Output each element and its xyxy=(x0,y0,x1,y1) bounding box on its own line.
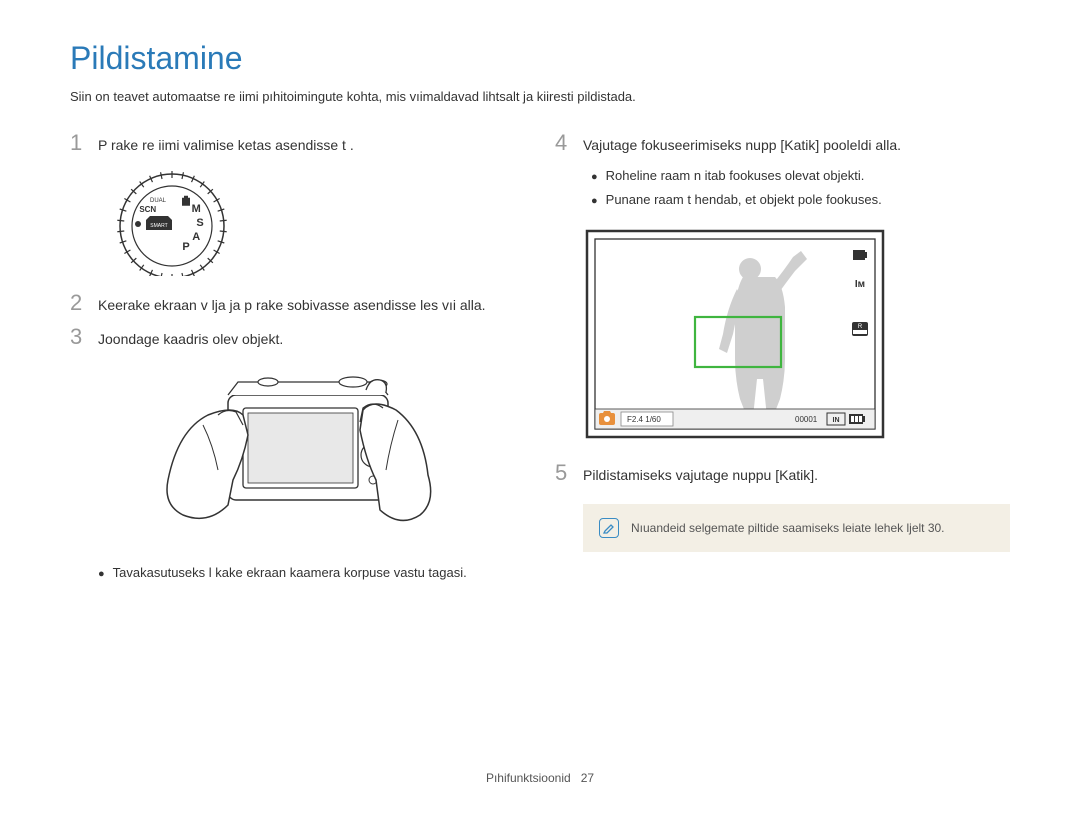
right-column: 4 Vajutage fokuseerimiseks nupp [Katik] … xyxy=(555,132,1010,587)
note-text: Nıuandeid selgemate piltide saamiseks le… xyxy=(631,521,945,535)
smart-icon: R xyxy=(852,322,868,336)
bullet-text: Roheline raam n itab fookuses olevat obj… xyxy=(606,166,865,186)
viewfinder-illustration: F2.4 1/60 00001 IN Iᴍ R xyxy=(585,229,885,439)
note-icon xyxy=(599,518,619,538)
note-box: Nıuandeid selgemate piltide saamiseks le… xyxy=(583,504,1010,552)
vf-aperture: F2.4 xyxy=(627,415,644,424)
battery-icon xyxy=(849,414,865,424)
page-footer: Pıhifunktsioonid 27 xyxy=(0,771,1080,785)
step-4: 4 Vajutage fokuseerimiseks nupp [Katik] … xyxy=(555,132,1010,156)
step-2: 2 Keerake ekraan v lja ja p rake sobivas… xyxy=(70,292,525,316)
step-number: 2 xyxy=(70,292,88,314)
battery-icon-top xyxy=(853,250,867,260)
step-text: Pildistamiseks vajutage nuppu [Katik]. xyxy=(583,462,818,486)
step-number: 4 xyxy=(555,132,573,154)
step-number: 3 xyxy=(70,326,88,348)
footer-pagenum: 27 xyxy=(581,771,594,785)
left-bullet-1: ● Tavakasutuseks l kake ekraan kaamera k… xyxy=(98,563,525,583)
step4-sub-2: ● Punane raam t hendab, et objekt pole f… xyxy=(591,190,1010,210)
step-text: P rake re iimi valimise ketas asendisse … xyxy=(98,132,354,156)
step-text: Joondage kaadris olev objekt. xyxy=(98,326,283,350)
step-4-subbullets: ● Roheline raam n itab fookuses olevat o… xyxy=(563,166,1010,209)
content-columns: 1 P rake re iimi valimise ketas asendiss… xyxy=(70,132,1010,587)
dial-label-p: P xyxy=(182,241,189,253)
svg-text:R: R xyxy=(858,324,863,330)
step-text: Keerake ekraan v lja ja p rake sobivasse… xyxy=(98,292,486,316)
dial-label-m: M xyxy=(192,203,201,215)
footer-section: Pıhifunktsioonid xyxy=(486,771,571,785)
dial-label-a: A xyxy=(192,231,200,243)
left-column: 1 P rake re iimi valimise ketas asendiss… xyxy=(70,132,525,587)
bullet-text: Tavakasutuseks l kake ekraan kaamera kor… xyxy=(113,563,467,583)
vf-counter: 00001 xyxy=(795,415,818,424)
vf-shutter: 1/60 xyxy=(645,415,661,424)
bullet-text: Punane raam t hendab, et objekt pole foo… xyxy=(606,190,882,210)
page-title: Pildistamine xyxy=(70,40,1010,77)
step-5: 5 Pildistamiseks vajutage nuppu [Katik]. xyxy=(555,462,1010,486)
bullet-dot-icon: ● xyxy=(591,166,598,186)
camera-hands-illustration xyxy=(148,360,448,545)
dial-label-s: S xyxy=(196,217,203,229)
intro-text: Siin on teavet automaatse re iimi pıhito… xyxy=(70,89,1010,104)
step-number: 5 xyxy=(555,462,573,484)
vf-in-label: IN xyxy=(833,417,840,424)
dial-label-scn: SCN xyxy=(139,205,156,214)
step-text: Vajutage fokuseerimiseks nupp [Katik] po… xyxy=(583,132,901,156)
step4-sub-1: ● Roheline raam n itab fookuses olevat o… xyxy=(591,166,1010,186)
svg-text:F2.4 1/60: F2.4 1/60 xyxy=(627,415,661,424)
step-3: 3 Joondage kaadris olev objekt. xyxy=(70,326,525,350)
mode-dial-illustration: SCN M S A P SMART DUAL xyxy=(100,166,240,276)
svg-text:SMART: SMART xyxy=(150,223,167,229)
bullet-dot-icon: ● xyxy=(98,563,105,583)
step-1: 1 P rake re iimi valimise ketas asendiss… xyxy=(70,132,525,156)
vf-im-label: Iᴍ xyxy=(855,279,865,290)
step-number: 1 xyxy=(70,132,88,154)
bullet-dot-icon: ● xyxy=(591,190,598,210)
svg-text:DUAL: DUAL xyxy=(150,198,167,204)
